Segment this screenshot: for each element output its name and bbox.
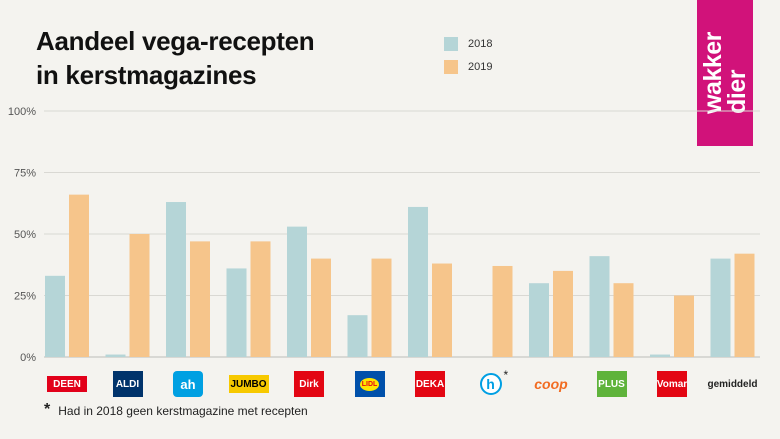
legend-item-2018: 2018 <box>444 33 492 55</box>
bar-2018-coop <box>529 283 549 357</box>
bar-2019-vomar <box>674 295 694 357</box>
footnote-text: Had in 2018 geen kerstmagazine met recep… <box>58 404 308 418</box>
lidl-logo: LIDL <box>354 371 385 397</box>
logo-label: coop <box>534 376 568 392</box>
chart-title: Aandeel vega-recepten in kerstmagazines <box>36 24 315 92</box>
plus-logo: PLUS <box>596 371 627 397</box>
hoogvliet-logo: h <box>479 373 502 395</box>
coop-logo: coop <box>531 374 571 394</box>
dirk-logo: Dirk <box>294 371 324 397</box>
dekamarkt-logo: DEKA <box>415 371 445 397</box>
bar-2019-coop <box>553 270 573 357</box>
bar-2018-deka <box>408 206 428 357</box>
bar-2019-dirk <box>311 258 331 357</box>
bar-2018-deen <box>45 275 65 357</box>
legend-label-2019: 2019 <box>468 61 493 73</box>
footnote: * Had in 2018 geen kerstmagazine met rec… <box>44 401 308 419</box>
bar-2019-deen <box>69 194 89 357</box>
bar-2019-ah <box>190 241 210 357</box>
logo-label: JUMBO <box>230 378 267 390</box>
logo-label: DEEN <box>53 378 81 390</box>
bar-2018-aldi <box>105 354 126 357</box>
chart-title-line-2: in kerstmagazines <box>36 60 257 90</box>
y-tick-label: 100% <box>8 106 36 118</box>
logo-label: gemiddeld <box>707 378 758 390</box>
vomar-logo: Vomar <box>657 371 687 397</box>
bar-2018-ah <box>166 202 186 357</box>
logo-label: PLUS <box>598 378 625 390</box>
bar-2019-jumbo <box>250 241 271 357</box>
bar-2019-lidl <box>371 258 392 357</box>
logo-label: ah <box>180 376 196 392</box>
bar-2018-plus <box>589 256 610 357</box>
legend-item-2019: 2019 <box>444 56 492 78</box>
logo-label: Dirk <box>299 378 319 390</box>
logo-label: DEKA <box>415 378 445 390</box>
footnote-mark: * <box>44 401 51 418</box>
logo-label: ALDI <box>115 378 140 390</box>
y-tick-label: 75% <box>14 168 36 180</box>
logo-label: LIDL <box>359 377 380 391</box>
wakker-dier-logo: wakker dier <box>697 0 753 146</box>
bar-2019-hoogvliet <box>492 265 513 357</box>
legend-label-2018: 2018 <box>468 38 493 50</box>
bar-2019-deka <box>432 263 452 357</box>
bar-2018-gemiddeld <box>710 258 731 357</box>
retailer-logos: DEEN ALDI ah JUMBO Dirk LIDL DEKA h * coop PLUS Vom… <box>0 368 780 400</box>
category-label-average: gemiddeld <box>705 374 761 394</box>
bar-2018-dirk <box>287 226 307 357</box>
bar-2018-jumbo <box>226 268 247 357</box>
logo-label: Vomar <box>656 378 688 390</box>
bar-2019-plus <box>613 283 634 357</box>
bar-2018-vomar <box>650 354 670 357</box>
jumbo-logo: JUMBO <box>228 375 269 393</box>
y-tick-label: 50% <box>14 229 36 241</box>
y-tick-label: 25% <box>14 291 36 303</box>
legend-swatch-2019 <box>444 60 458 74</box>
legend-swatch-2018 <box>444 37 458 51</box>
y-tick-label: 0% <box>20 352 36 364</box>
albert-heijn-logo: ah <box>173 371 203 397</box>
footnote-reference-mark: * <box>503 368 509 382</box>
aldi-logo: ALDI <box>112 371 143 397</box>
bar-2018-lidl <box>347 315 368 357</box>
logo-label: h <box>486 376 495 392</box>
chart-title-line-1: Aandeel vega-recepten <box>36 26 315 56</box>
bar-2019-gemiddeld <box>734 253 755 357</box>
bar-2019-aldi <box>129 234 150 357</box>
legend: 2018 2019 <box>444 33 492 79</box>
deen-logo: DEEN <box>47 376 87 392</box>
